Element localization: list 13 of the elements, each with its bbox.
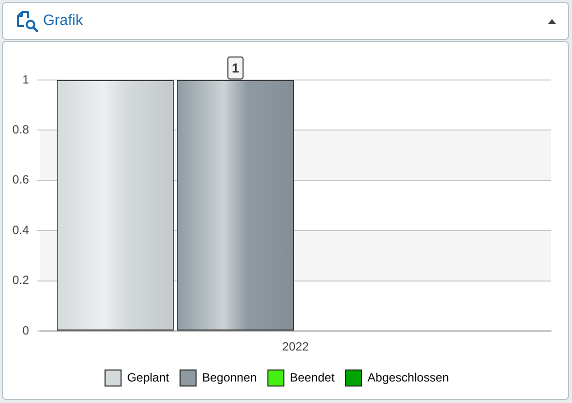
data-label: 1 bbox=[232, 60, 240, 76]
legend-label: Beendet bbox=[290, 370, 336, 384]
y-tick-label: 0.6 bbox=[12, 172, 30, 187]
y-tick-label: 0 bbox=[22, 323, 30, 338]
y-tick-label: 0.2 bbox=[12, 273, 30, 288]
legend-label: Begonnen bbox=[202, 370, 257, 384]
y-tick-label: 1 bbox=[22, 72, 30, 86]
y-tick-label: 0.8 bbox=[12, 122, 30, 137]
chart-title: Grafik bbox=[43, 11, 84, 31]
legend-label: Abgeschlossen bbox=[368, 370, 449, 384]
x-tick-label: 2022 bbox=[282, 340, 310, 354]
legend-label: Geplant bbox=[127, 370, 170, 384]
y-tick-label: 0.4 bbox=[12, 222, 30, 237]
